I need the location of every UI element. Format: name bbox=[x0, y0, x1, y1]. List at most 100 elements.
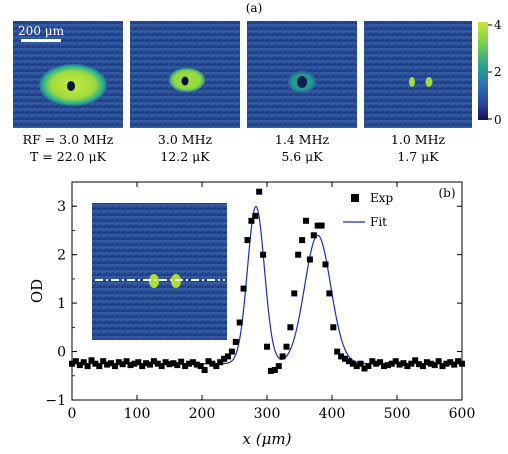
y-tick-label: 0 bbox=[57, 345, 66, 361]
exp-point bbox=[435, 358, 442, 365]
exp-point bbox=[318, 222, 325, 229]
exp-point bbox=[123, 358, 130, 365]
caption-temp-2: 12.2 μK bbox=[160, 149, 210, 164]
exp-point bbox=[349, 360, 356, 367]
exp-point bbox=[384, 362, 391, 369]
cloud-image-2 bbox=[130, 21, 240, 128]
x-axis-label: x (μm) bbox=[243, 430, 292, 448]
exp-point bbox=[271, 367, 278, 373]
exp-point bbox=[330, 324, 337, 331]
caption-temp-3: 5.6 μK bbox=[281, 149, 323, 164]
exp-point bbox=[306, 256, 313, 263]
legend-exp-label: Exp bbox=[370, 191, 394, 205]
caption-temp-4: 1.7 μK bbox=[397, 149, 439, 164]
exp-point bbox=[193, 361, 200, 368]
exp-point bbox=[217, 359, 224, 366]
exp-point bbox=[111, 363, 118, 370]
exp-point bbox=[225, 353, 231, 360]
cloud-image-4 bbox=[364, 21, 472, 128]
exp-point bbox=[209, 360, 216, 367]
exp-point bbox=[400, 360, 407, 367]
exp-point bbox=[104, 361, 111, 368]
exp-point bbox=[412, 357, 419, 364]
exp-point bbox=[127, 362, 134, 369]
caption-rf-3: 1.4 MHz bbox=[275, 132, 330, 147]
exp-point bbox=[166, 361, 173, 368]
exp-point bbox=[201, 367, 208, 373]
y-tick-label: 3 bbox=[57, 199, 66, 215]
exp-point bbox=[150, 358, 157, 365]
exp-point bbox=[357, 360, 364, 367]
exp-point bbox=[84, 363, 91, 370]
exp-point bbox=[314, 222, 321, 229]
exp-point bbox=[365, 363, 372, 370]
exp-point bbox=[381, 363, 387, 370]
exp-point bbox=[221, 355, 228, 362]
exp-point bbox=[322, 261, 329, 268]
exp-point bbox=[416, 361, 423, 368]
exp-point bbox=[345, 358, 352, 365]
exp-point bbox=[256, 188, 263, 195]
exp-point bbox=[92, 360, 99, 367]
inset-image bbox=[92, 203, 227, 340]
exp-point bbox=[252, 212, 259, 219]
exp-point bbox=[299, 237, 306, 244]
y-tick-label: −1 bbox=[45, 393, 66, 409]
exp-point bbox=[420, 363, 426, 370]
exp-point bbox=[291, 290, 298, 297]
exp-point bbox=[279, 353, 286, 360]
exp-point bbox=[96, 363, 103, 370]
exp-point bbox=[369, 358, 376, 365]
exp-point bbox=[377, 359, 384, 366]
exp-point bbox=[205, 358, 212, 365]
x-tick-label: 300 bbox=[254, 406, 281, 422]
image-captions: RF = 3.0 MHz T = 22.0 μK 3.0 MHz 12.2 μK… bbox=[23, 132, 446, 164]
cloud-image-1: 200 μm bbox=[13, 21, 123, 128]
exp-point bbox=[439, 363, 446, 370]
exp-point bbox=[178, 358, 185, 365]
exp-point bbox=[213, 363, 220, 370]
exp-point bbox=[72, 358, 79, 365]
exp-point bbox=[139, 363, 146, 370]
exp-point bbox=[162, 359, 169, 366]
exp-point bbox=[396, 361, 403, 368]
legend-fit-label: Fit bbox=[370, 215, 387, 229]
y-axis-label: OD bbox=[28, 279, 46, 303]
exp-point bbox=[427, 360, 434, 367]
exp-point bbox=[115, 359, 122, 366]
exp-point bbox=[353, 363, 360, 370]
caption-temp-1: T = 22.0 μK bbox=[30, 149, 107, 164]
caption-rf-4: 1.0 MHz bbox=[391, 132, 446, 147]
exp-point bbox=[80, 359, 87, 366]
exp-point bbox=[228, 348, 235, 355]
x-tick-label: 0 bbox=[68, 406, 77, 422]
exp-point bbox=[423, 359, 430, 366]
colorbar: 4 2 0 bbox=[478, 18, 502, 127]
panel-a-label: (a) bbox=[246, 1, 263, 15]
exp-point bbox=[147, 361, 153, 368]
exp-point bbox=[135, 359, 142, 366]
exp-point bbox=[295, 251, 302, 258]
exp-point bbox=[244, 237, 251, 244]
exp-point bbox=[186, 360, 192, 367]
exp-point bbox=[388, 360, 395, 367]
exp-point bbox=[326, 290, 333, 297]
colorbar-tick-4: 4 bbox=[494, 18, 502, 32]
exp-point bbox=[283, 343, 290, 350]
exp-point bbox=[100, 358, 107, 365]
exp-point bbox=[443, 360, 450, 367]
exp-point bbox=[119, 361, 126, 368]
exp-point bbox=[287, 324, 294, 331]
exp-series bbox=[69, 188, 465, 374]
exp-point bbox=[236, 319, 243, 326]
legend: Exp Fit bbox=[343, 191, 394, 229]
exp-point bbox=[431, 362, 438, 369]
exp-point bbox=[455, 358, 462, 365]
exp-point bbox=[459, 360, 465, 367]
exp-point bbox=[447, 359, 454, 366]
x-tick-label: 200 bbox=[189, 406, 216, 422]
caption-rf-2: 3.0 MHz bbox=[158, 132, 213, 147]
legend-exp-marker bbox=[351, 194, 359, 202]
y-tick-label: 2 bbox=[57, 248, 66, 264]
exp-point bbox=[451, 361, 458, 368]
